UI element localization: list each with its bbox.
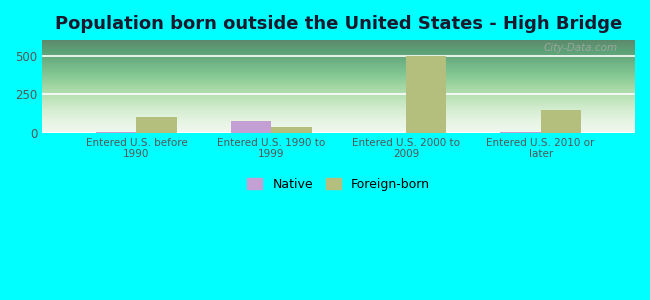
Text: City-Data.com: City-Data.com xyxy=(543,43,618,53)
Legend: Native, Foreign-born: Native, Foreign-born xyxy=(248,178,430,191)
Bar xyxy=(541,110,581,133)
Bar xyxy=(500,132,541,133)
Bar xyxy=(271,127,311,133)
Bar xyxy=(96,132,136,133)
Bar xyxy=(136,116,177,133)
Bar xyxy=(406,56,447,133)
Title: Population born outside the United States - High Bridge: Population born outside the United State… xyxy=(55,15,622,33)
Bar xyxy=(231,121,271,133)
